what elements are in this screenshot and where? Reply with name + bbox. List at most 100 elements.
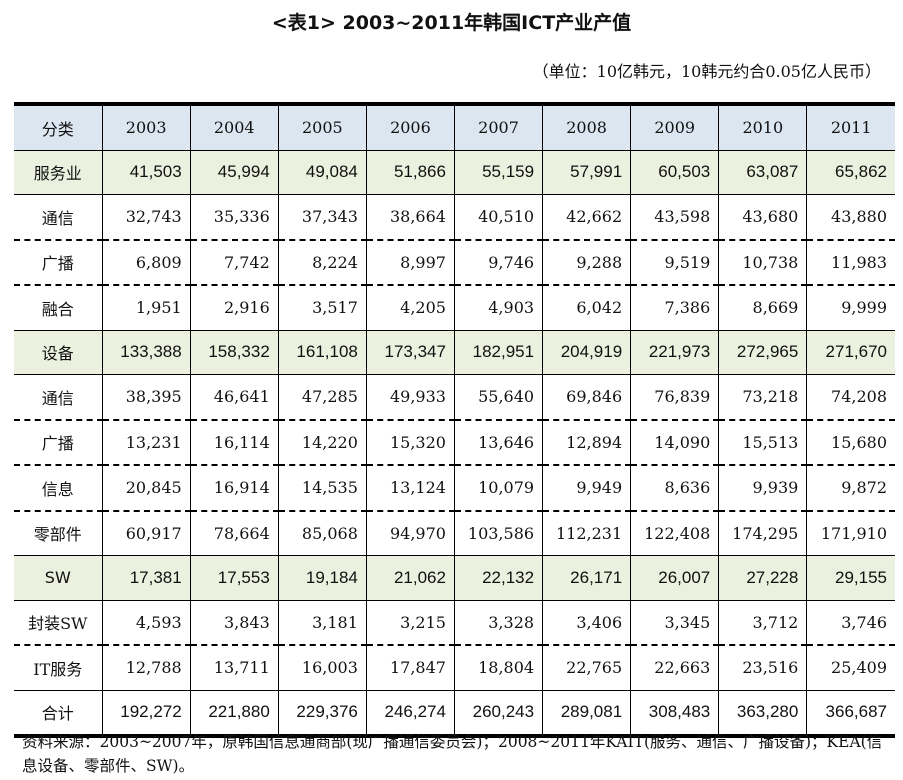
value-cell: 221,880 xyxy=(189,689,279,736)
value-cell: 9,939 xyxy=(718,465,808,512)
value-cell: 40,510 xyxy=(453,194,544,241)
row-label: 通信 xyxy=(14,194,103,241)
year-header: 2011 xyxy=(806,104,895,151)
value-cell: 366,687 xyxy=(806,689,895,736)
value-cell: 45,994 xyxy=(189,149,279,195)
value-cell: 9,288 xyxy=(542,239,632,286)
row-label: 广播 xyxy=(14,239,103,286)
value-cell: 16,114 xyxy=(189,419,279,466)
value-cell: 122,408 xyxy=(630,510,720,556)
source-note: 资料来源：2003~2007年，原韩国信息通商部(现广播通信委员会)；2008~… xyxy=(22,733,883,775)
table-row: 信息 20,845 16,914 14,535 13,124 10,079 9,949 8,6… xyxy=(14,465,895,512)
table-row: 封装SW 4,593 3,843 3,181 3,215 3,328 3,406 3,345 3… xyxy=(14,600,895,646)
value-cell: 9,519 xyxy=(630,239,720,286)
value-cell: 8,224 xyxy=(277,239,367,286)
value-cell: 43,880 xyxy=(806,194,895,241)
value-cell: 182,951 xyxy=(453,329,544,375)
value-cell: 3,215 xyxy=(365,600,455,646)
value-cell: 9,999 xyxy=(806,285,895,331)
value-cell: 43,680 xyxy=(718,194,808,241)
value-cell: 29,155 xyxy=(806,555,895,601)
value-cell: 20,845 xyxy=(101,465,191,512)
value-cell: 15,320 xyxy=(365,419,455,466)
value-cell: 60,917 xyxy=(101,510,191,556)
row-label: 设备 xyxy=(14,329,103,375)
year-header: 2009 xyxy=(630,104,720,151)
ict-output-table: 分类 2003 2004 2005 2006 2007 2008 2009 2010 2011 服务… xyxy=(14,102,895,738)
table-row: 广播 13,231 16,114 14,220 15,320 13,646 12,894 14… xyxy=(14,419,895,466)
value-cell: 17,553 xyxy=(189,555,279,601)
value-cell: 173,347 xyxy=(365,329,455,375)
year-header: 2008 xyxy=(542,104,632,151)
year-header: 2004 xyxy=(189,104,279,151)
value-cell: 308,483 xyxy=(630,689,720,736)
value-cell: 21,062 xyxy=(365,555,455,601)
value-cell: 14,220 xyxy=(277,419,367,466)
value-cell: 12,894 xyxy=(542,419,632,466)
value-cell: 221,973 xyxy=(630,329,720,375)
value-cell: 38,395 xyxy=(101,374,191,421)
value-cell: 112,231 xyxy=(542,510,632,556)
row-label: 融合 xyxy=(14,285,103,331)
row-label: IT服务 xyxy=(14,645,103,691)
value-cell: 3,517 xyxy=(277,285,367,331)
value-cell: 78,664 xyxy=(189,510,279,556)
table-row: 服务业 41,503 45,994 49,084 51,866 55,159 57,991 6… xyxy=(14,149,895,195)
value-cell: 1,951 xyxy=(101,285,191,331)
value-cell: 15,680 xyxy=(806,419,895,466)
value-cell: 13,711 xyxy=(189,645,279,691)
value-cell: 85,068 xyxy=(277,510,367,556)
value-cell: 272,965 xyxy=(718,329,808,375)
row-label: 封装SW xyxy=(14,600,103,646)
value-cell: 51,866 xyxy=(365,149,455,195)
row-label: 信息 xyxy=(14,465,103,512)
value-cell: 17,847 xyxy=(365,645,455,691)
row-label: 广播 xyxy=(14,419,103,466)
value-cell: 16,914 xyxy=(189,465,279,512)
value-cell: 3,843 xyxy=(189,600,279,646)
table-title: <表1> 2003~2011年韩国ICT产业产值 xyxy=(271,12,632,34)
value-cell: 8,669 xyxy=(718,285,808,331)
table-row: 通信 32,743 35,336 37,343 38,664 40,510 42,662 43… xyxy=(14,194,895,241)
value-cell: 13,231 xyxy=(101,419,191,466)
value-cell: 171,910 xyxy=(806,510,895,556)
value-cell: 94,970 xyxy=(365,510,455,556)
value-cell: 192,272 xyxy=(101,689,191,736)
table-row: 广播 6,809 7,742 8,224 8,997 9,746 9,288 9,519 10,… xyxy=(14,239,895,286)
table-row: 合计 192,272 221,880 229,376 246,274 260,243 289… xyxy=(14,689,895,736)
value-cell: 271,670 xyxy=(806,329,895,375)
table-row: 通信 38,395 46,641 47,285 49,933 55,640 69,846 76… xyxy=(14,374,895,421)
value-cell: 6,809 xyxy=(101,239,191,286)
row-label: 服务业 xyxy=(14,149,103,195)
value-cell: 37,343 xyxy=(277,194,367,241)
value-cell: 65,862 xyxy=(806,149,895,195)
value-cell: 12,788 xyxy=(101,645,191,691)
value-cell: 26,007 xyxy=(630,555,720,601)
value-cell: 49,933 xyxy=(365,374,455,421)
value-cell: 35,336 xyxy=(189,194,279,241)
value-cell: 55,159 xyxy=(453,149,544,195)
value-cell: 4,903 xyxy=(453,285,544,331)
value-cell: 69,846 xyxy=(542,374,632,421)
value-cell: 174,295 xyxy=(718,510,808,556)
value-cell: 9,746 xyxy=(453,239,544,286)
value-cell: 2,916 xyxy=(189,285,279,331)
table-row: 设备 133,388 158,332 161,108 173,347 182,951 204… xyxy=(14,329,895,375)
value-cell: 9,872 xyxy=(806,465,895,512)
value-cell: 22,132 xyxy=(453,555,544,601)
value-cell: 74,208 xyxy=(806,374,895,421)
unit-note: （单位：10亿韩元，10韩元约合0.05亿人民币） xyxy=(532,62,881,81)
value-cell: 18,804 xyxy=(453,645,544,691)
value-cell: 229,376 xyxy=(277,689,367,736)
value-cell: 3,746 xyxy=(806,600,895,646)
value-cell: 57,991 xyxy=(542,149,632,195)
value-cell: 49,084 xyxy=(277,149,367,195)
value-cell: 14,090 xyxy=(630,419,720,466)
table-row: 融合 1,951 2,916 3,517 4,205 4,903 6,042 7,386 8,6… xyxy=(14,285,895,331)
value-cell: 9,949 xyxy=(542,465,632,512)
value-cell: 15,513 xyxy=(718,419,808,466)
value-cell: 13,646 xyxy=(453,419,544,466)
value-cell: 43,598 xyxy=(630,194,720,241)
value-cell: 11,983 xyxy=(806,239,895,286)
value-cell: 41,503 xyxy=(101,149,191,195)
